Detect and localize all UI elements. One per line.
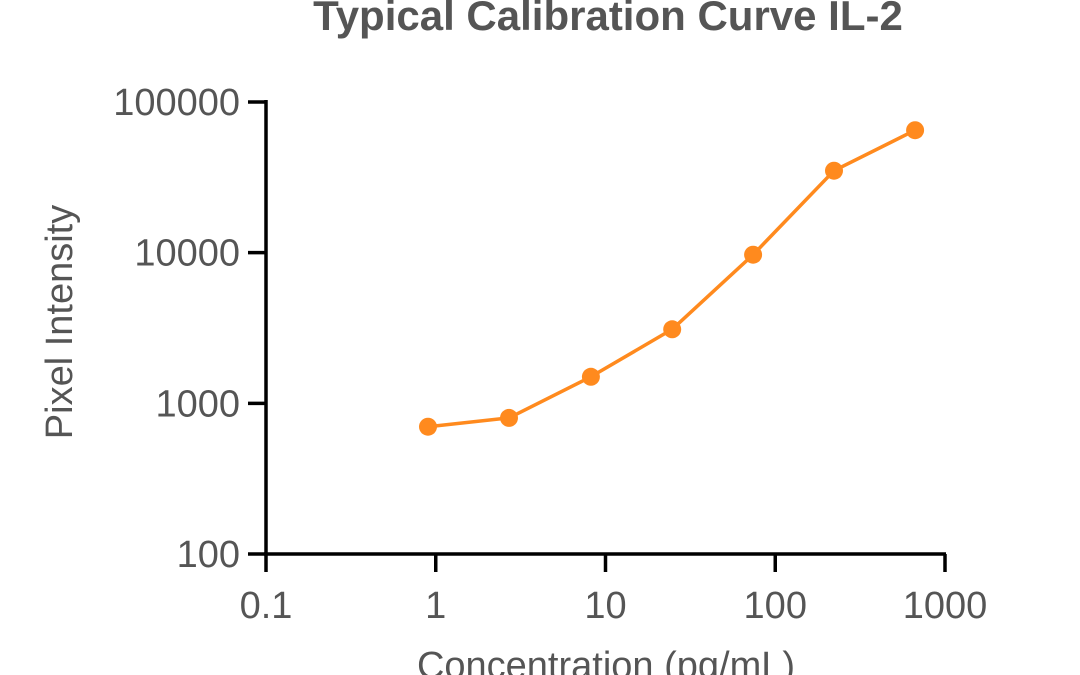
y-tick-label: 10000 bbox=[134, 233, 240, 275]
x-tick-label: 10 bbox=[584, 585, 626, 627]
x-tick-label: 100 bbox=[744, 585, 807, 627]
y-ticks: 100 1000 10000 100000 bbox=[113, 82, 266, 576]
data-point bbox=[825, 161, 843, 180]
y-tick-label: 100000 bbox=[113, 82, 240, 124]
data-point bbox=[419, 417, 437, 436]
series-layer bbox=[419, 121, 925, 436]
y-tick-label: 1000 bbox=[155, 383, 240, 425]
data-point bbox=[906, 121, 925, 140]
data-point bbox=[744, 245, 763, 264]
data-point bbox=[500, 408, 518, 427]
x-tick-label: 0.1 bbox=[240, 585, 293, 627]
x-tick-label: 1000 bbox=[903, 585, 988, 627]
chart-title: Typical Calibration Curve IL-2 bbox=[313, 0, 903, 39]
data-point bbox=[663, 320, 682, 339]
x-axis-title: Concentration (pg/mL) bbox=[417, 645, 795, 675]
x-tick-label: 1 bbox=[425, 585, 446, 627]
y-axis-title: Pixel Intensity bbox=[39, 205, 81, 439]
data-point bbox=[581, 367, 600, 386]
y-tick-label: 100 bbox=[177, 534, 240, 576]
x-ticks: 0.1 1 10 100 1000 bbox=[240, 554, 988, 627]
